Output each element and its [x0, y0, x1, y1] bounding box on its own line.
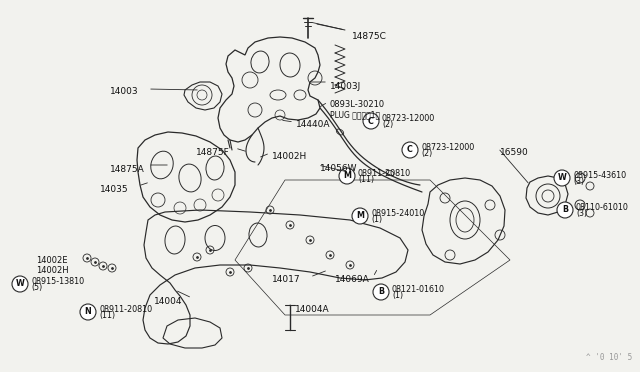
Text: B: B: [562, 205, 568, 215]
Circle shape: [12, 276, 28, 292]
Text: M: M: [343, 171, 351, 180]
Circle shape: [80, 304, 96, 320]
Circle shape: [402, 142, 418, 158]
Text: (1): (1): [392, 291, 403, 300]
Text: 14069A: 14069A: [335, 275, 370, 284]
Text: (2): (2): [421, 149, 432, 158]
Text: 14017: 14017: [272, 275, 301, 284]
Text: 08911-20810: 08911-20810: [99, 305, 152, 314]
Text: (11): (11): [99, 311, 115, 320]
Text: 16590: 16590: [500, 148, 529, 157]
Circle shape: [363, 113, 379, 129]
Text: B: B: [378, 288, 384, 296]
Text: W: W: [557, 173, 566, 183]
Text: (3): (3): [576, 209, 587, 218]
Circle shape: [339, 168, 355, 184]
Text: ^ '0 10' 5: ^ '0 10' 5: [586, 353, 632, 362]
Text: 14440A: 14440A: [296, 120, 330, 129]
Text: 08911-20810: 08911-20810: [358, 169, 411, 177]
Text: (1): (1): [371, 215, 382, 224]
Text: 08723-12000: 08723-12000: [382, 113, 435, 123]
Text: 08915-43610: 08915-43610: [573, 171, 626, 180]
Text: (5): (5): [31, 283, 42, 292]
Text: 14035: 14035: [100, 185, 129, 194]
Text: 14003: 14003: [110, 87, 139, 96]
Circle shape: [557, 202, 573, 218]
Text: (2): (2): [382, 120, 393, 129]
Circle shape: [373, 284, 389, 300]
Text: 14004: 14004: [154, 297, 182, 306]
Text: 14002E: 14002E: [36, 256, 67, 265]
Circle shape: [352, 208, 368, 224]
Text: 08723-12000: 08723-12000: [421, 142, 474, 152]
Text: W: W: [15, 279, 24, 289]
Text: 08915-13810: 08915-13810: [31, 277, 84, 286]
Circle shape: [554, 170, 570, 186]
Text: (11): (11): [358, 175, 374, 184]
Text: M: M: [356, 212, 364, 221]
Text: C: C: [407, 145, 413, 154]
Text: (3): (3): [573, 177, 584, 186]
Text: 14004A: 14004A: [295, 305, 330, 314]
Text: 08915-24010: 08915-24010: [371, 209, 424, 218]
Text: PLUG プラグ（1）: PLUG プラグ（1）: [330, 110, 380, 119]
Text: 14056W: 14056W: [320, 164, 358, 173]
Text: N: N: [84, 308, 92, 317]
Text: C: C: [368, 116, 374, 125]
Text: 08110-61010: 08110-61010: [576, 203, 629, 212]
Text: 14002H: 14002H: [36, 266, 68, 275]
Text: 14002H: 14002H: [272, 152, 307, 161]
Text: 14875A: 14875A: [110, 165, 145, 174]
Text: 0893L-30210: 0893L-30210: [330, 100, 385, 109]
Text: 14875F: 14875F: [196, 148, 230, 157]
Text: 14003J: 14003J: [330, 82, 361, 91]
Text: 14875C: 14875C: [352, 32, 387, 41]
Text: 08121-01610: 08121-01610: [392, 285, 445, 294]
